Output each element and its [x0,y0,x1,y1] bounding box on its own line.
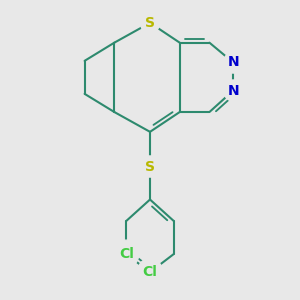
Circle shape [140,12,160,33]
Circle shape [224,80,243,101]
Text: S: S [145,160,155,173]
Circle shape [140,156,160,177]
Text: N: N [227,84,239,98]
Text: Cl: Cl [119,247,134,261]
Circle shape [114,240,139,268]
Circle shape [137,258,163,286]
Text: N: N [227,56,239,70]
Text: Cl: Cl [142,265,158,279]
Circle shape [224,52,243,73]
Text: S: S [145,16,155,30]
